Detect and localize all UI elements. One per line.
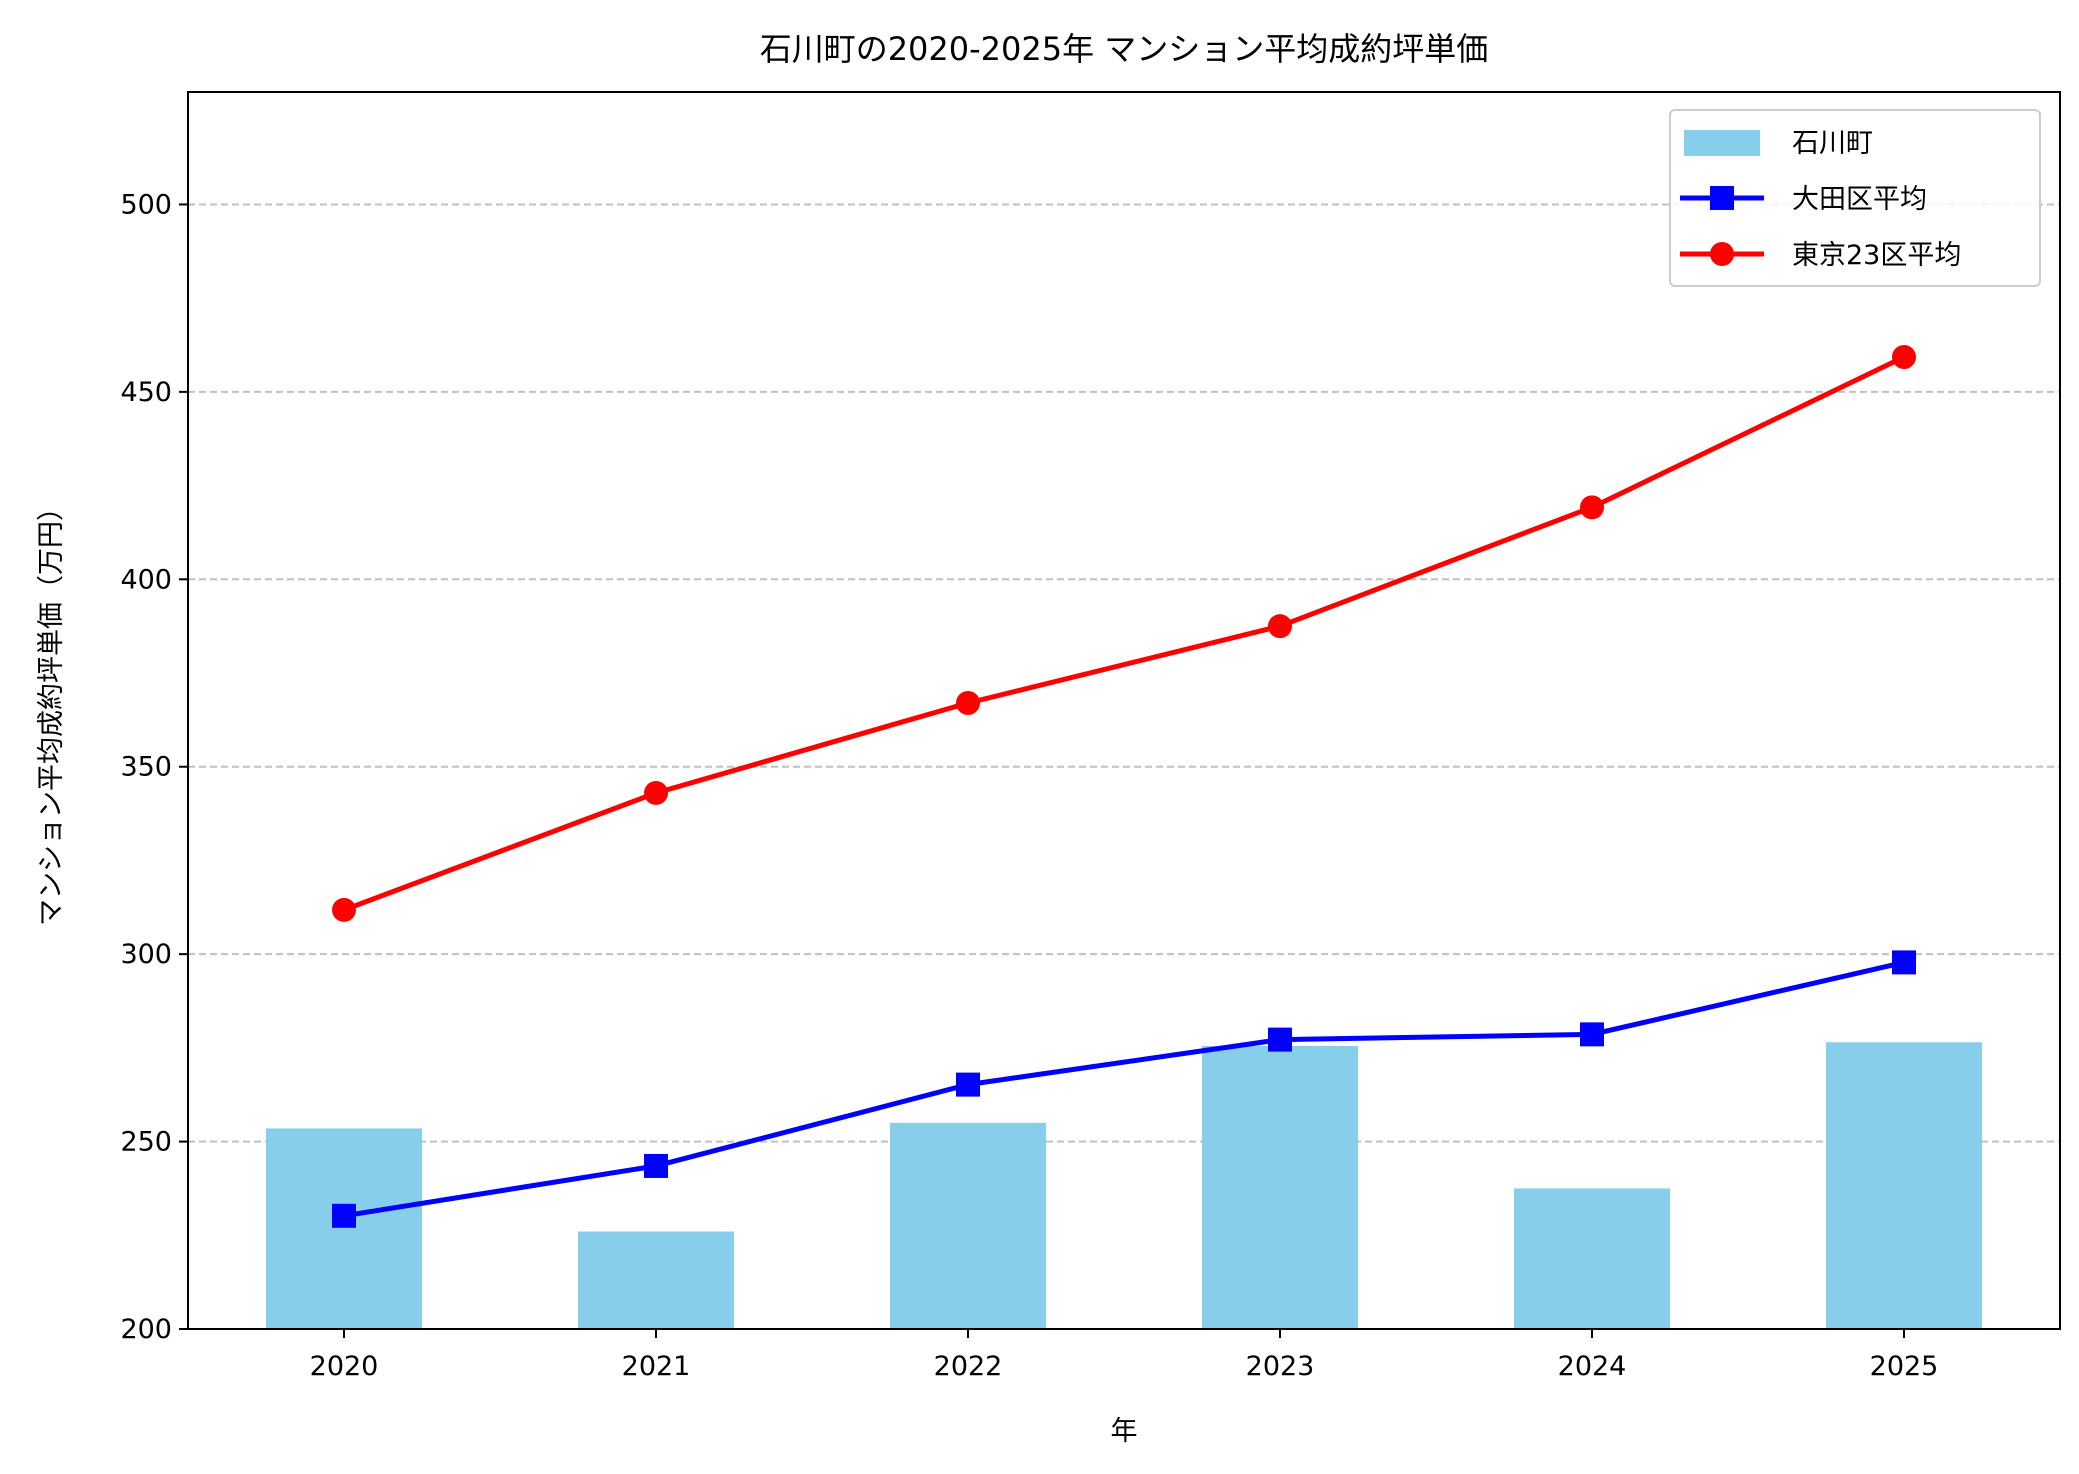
marker-circle — [1268, 614, 1292, 639]
legend-label: 石川町 — [1792, 128, 1873, 159]
y-axis-label: マンション平均成約坪単価（万円） — [36, 494, 67, 926]
bar-2024 — [1514, 1188, 1670, 1329]
marker-circle — [332, 897, 356, 922]
marker-circle — [644, 780, 668, 805]
y-tick-label: 250 — [120, 1127, 172, 1158]
legend-label: 東京23区平均 — [1792, 240, 1961, 271]
bar-2021 — [578, 1231, 734, 1329]
legend-marker — [1710, 186, 1734, 210]
legend-frame — [1669, 109, 2041, 287]
x-tick-label: 2023 — [1246, 1351, 1315, 1382]
marker-square — [644, 1153, 668, 1178]
x-tick-label: 2021 — [622, 1351, 691, 1382]
marker-square — [1892, 950, 1916, 975]
legend-swatch — [1684, 130, 1760, 156]
x-axis-label: 年 — [1111, 1416, 1138, 1447]
bar-2023 — [1202, 1045, 1358, 1329]
y-tick-label: 200 — [120, 1314, 172, 1345]
marker-circle — [1580, 495, 1604, 520]
bar-2022 — [890, 1122, 1046, 1329]
series-line — [343, 354, 1906, 913]
y-tick-label: 450 — [120, 377, 172, 408]
marker-circle — [956, 691, 980, 716]
y-tick-label: 500 — [120, 189, 172, 220]
series-line — [343, 959, 1905, 1219]
marker-square — [1268, 1027, 1292, 1052]
marker-circle — [1892, 345, 1916, 370]
marker-square — [1580, 1022, 1604, 1047]
x-tick-label: 2025 — [1870, 1351, 1939, 1382]
y-tick-label: 400 — [120, 564, 172, 595]
marker-square — [332, 1203, 356, 1228]
legend-label: 大田区平均 — [1792, 184, 1927, 215]
bar-2020 — [266, 1128, 422, 1329]
x-tick-label: 2022 — [934, 1351, 1003, 1382]
y-tick-label: 350 — [120, 752, 172, 783]
bar-2025 — [1826, 1042, 1982, 1329]
x-tick-label: 2024 — [1558, 1351, 1627, 1382]
chart-title: 石川町の2020-2025年 マンション平均成約坪単価 — [760, 30, 1489, 68]
x-tick-label: 2020 — [310, 1351, 379, 1382]
plot-area-frame — [187, 91, 2061, 1330]
legend-marker — [1710, 242, 1734, 266]
marker-square — [956, 1072, 980, 1097]
y-tick-label: 300 — [120, 939, 172, 970]
